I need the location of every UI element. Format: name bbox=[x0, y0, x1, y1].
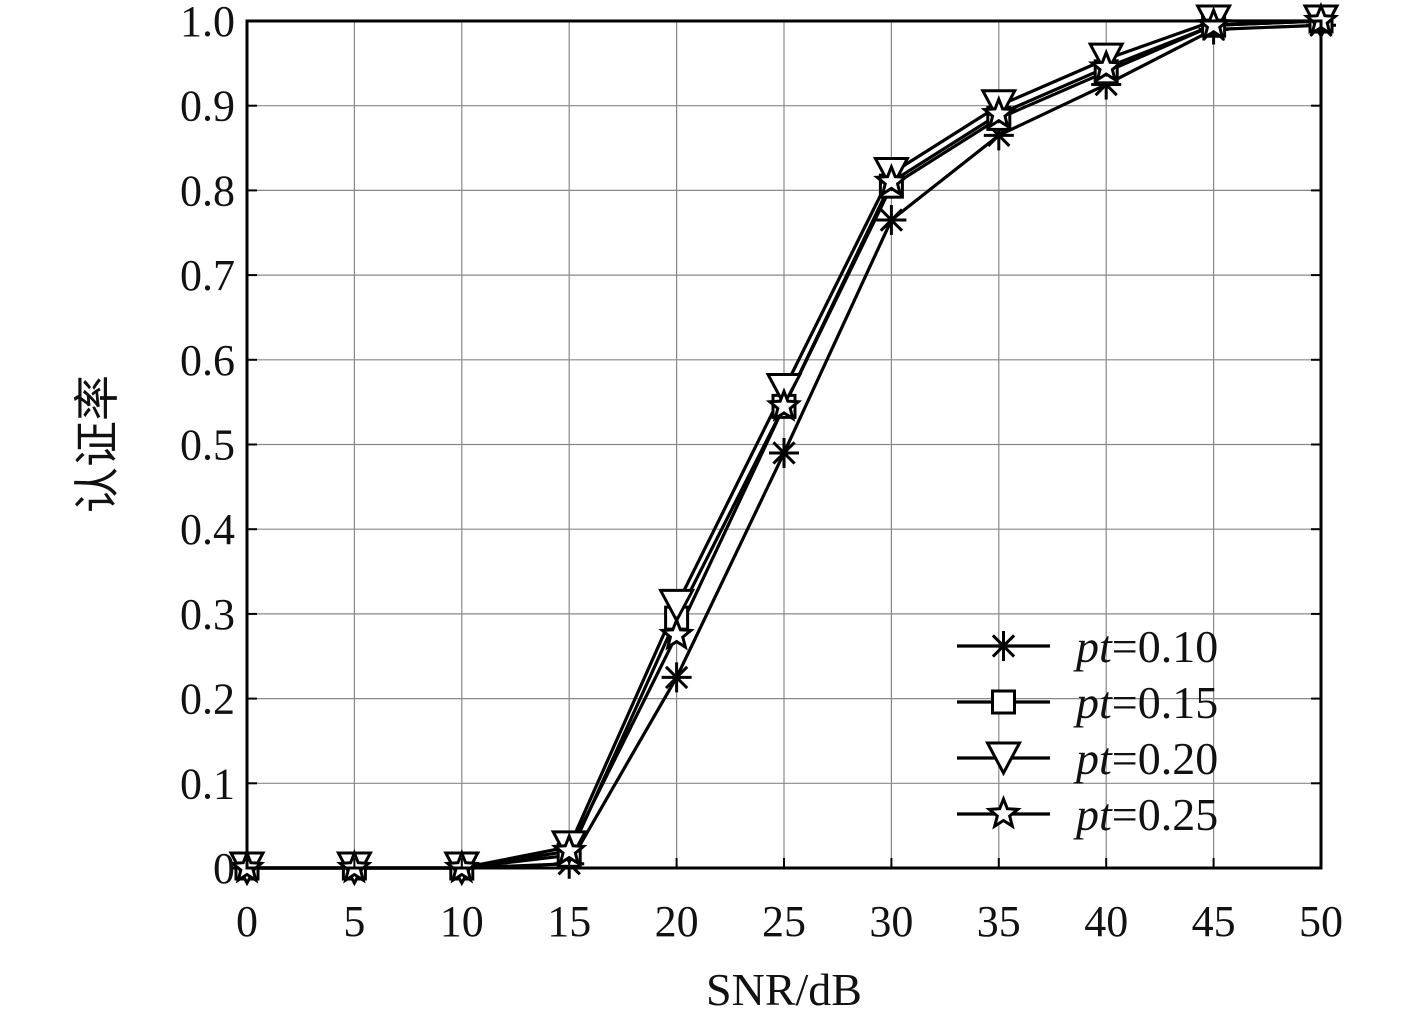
legend-label: pt=0.10 bbox=[1073, 621, 1218, 672]
y-tick-label: 0.3 bbox=[180, 590, 235, 639]
data-point-star bbox=[658, 615, 695, 651]
y-tick-label: 0.6 bbox=[180, 336, 235, 385]
legend-marker-square bbox=[991, 689, 1016, 715]
x-tick-label: 5 bbox=[343, 897, 365, 946]
x-tick-label: 10 bbox=[440, 897, 484, 946]
y-tick-label: 0.9 bbox=[180, 82, 235, 131]
y-tick-label: 0.2 bbox=[180, 675, 235, 724]
data-point-asterisk bbox=[1091, 69, 1122, 100]
data-point-triangle-down bbox=[658, 588, 696, 624]
x-axis-label: SNR/dB bbox=[706, 964, 862, 1009]
y-axis-label: 认证率 bbox=[72, 375, 123, 513]
x-tick-label: 25 bbox=[762, 897, 806, 946]
data-point-star bbox=[765, 387, 803, 422]
y-tick-label: 1.0 bbox=[180, 0, 235, 46]
y-tick-label: 0.8 bbox=[180, 166, 235, 215]
x-tick-label: 35 bbox=[977, 897, 1021, 946]
x-tick-label: 20 bbox=[655, 897, 699, 946]
legend-marker-triangle-down bbox=[985, 741, 1022, 777]
x-tick-label: 0 bbox=[236, 897, 258, 946]
legend-marker-star bbox=[985, 794, 1022, 830]
y-tick-label: 0.4 bbox=[180, 505, 235, 554]
legend-label: pt=0.25 bbox=[1073, 789, 1218, 840]
x-tick-label: 50 bbox=[1299, 897, 1343, 946]
x-tick-label: 40 bbox=[1084, 897, 1128, 946]
legend-marker-asterisk bbox=[988, 631, 1019, 661]
legend-label: pt=0.15 bbox=[1073, 677, 1218, 728]
data-point-star bbox=[551, 831, 588, 867]
legend-item: pt=0.25 bbox=[957, 789, 1218, 840]
legend-label: pt=0.20 bbox=[1073, 733, 1218, 784]
data-point-asterisk bbox=[983, 120, 1014, 151]
data-point-asterisk bbox=[876, 205, 907, 236]
y-tick-label: 0 bbox=[213, 844, 235, 893]
legend-item: pt=0.15 bbox=[957, 677, 1218, 728]
data-point-star bbox=[873, 162, 910, 198]
y-axis-ticks: 0 0.1 0.2 0.3 0.4 0.5 0.6 0.7 0.8 0.9 1.0 bbox=[180, 0, 1321, 893]
y-tick-label: 0.7 bbox=[180, 251, 235, 300]
x-tick-label: 15 bbox=[547, 897, 591, 946]
x-tick-label: 45 bbox=[1192, 897, 1236, 946]
data-point-star bbox=[1088, 48, 1125, 84]
legend-item: pt=0.10 bbox=[957, 621, 1218, 672]
x-axis-ticks: 0 5 10 15 20 25 30 35 40 45 50 bbox=[236, 858, 1343, 946]
x-tick-label: 30 bbox=[869, 897, 913, 946]
data-point-asterisk bbox=[769, 437, 799, 468]
y-tick-label: 0.1 bbox=[180, 759, 235, 808]
data-point-asterisk bbox=[661, 662, 692, 693]
data-point-star bbox=[980, 95, 1017, 130]
y-tick-label: 0.5 bbox=[180, 421, 235, 470]
legend-item: pt=0.20 bbox=[957, 733, 1218, 784]
